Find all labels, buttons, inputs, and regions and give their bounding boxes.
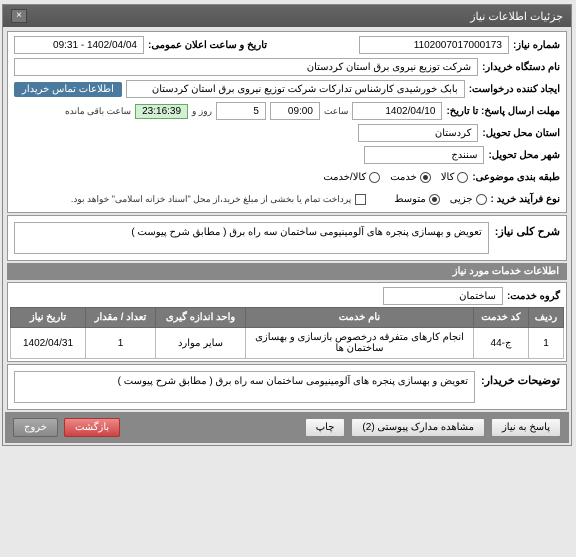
buyer-value: شرکت توزیع نیروی برق استان کردستان <box>14 58 478 76</box>
notes-value: تعویض و بهسازی پنجره های آلومینیومی ساخت… <box>14 371 475 403</box>
notes-label: توضیحات خریدار: <box>481 371 560 403</box>
close-icon[interactable]: × <box>11 9 27 23</box>
deadline-time: 09:00 <box>270 102 320 120</box>
col-code: کد خدمت <box>474 308 529 328</box>
back-button[interactable]: بازگشت <box>64 418 120 437</box>
ref-value: 1102007017000173 <box>359 36 509 54</box>
reply-button[interactable]: پاسخ به نیاز <box>491 418 561 437</box>
cell-code: ج-44 <box>474 328 529 359</box>
class-label: طبقه بندی موضوعی: <box>472 172 560 183</box>
cell-name: انجام کارهای متفرقه درخصوص بازسازی و بهس… <box>246 328 474 359</box>
process-radio-group: جزیی متوسط <box>394 194 486 205</box>
ref-label: شماره نیاز: <box>513 40 560 51</box>
col-date: تاریخ نیاز <box>11 308 86 328</box>
titlebar: جزئیات اطلاعات نیاز × <box>3 5 571 27</box>
table-row: 1 ج-44 انجام کارهای متفرقه درخصوص بازساز… <box>11 328 564 359</box>
print-button[interactable]: چاپ <box>305 418 346 437</box>
group-value: ساختمان <box>383 287 503 305</box>
footer-bar: پاسخ به نیاز مشاهده مدارک پیوستی (2) چاپ… <box>5 412 569 443</box>
time-label: ساعت <box>324 106 349 117</box>
services-section: گروه خدمت: ساختمان ردیف کد خدمت نام خدمت… <box>7 282 567 362</box>
contact-badge[interactable]: اطلاعات تماس خریدار <box>14 82 122 97</box>
notes-section: توضیحات خریدار: تعویض و بهسازی پنجره های… <box>7 364 567 410</box>
radio-jozi[interactable]: جزیی <box>450 194 487 205</box>
remaining-label: ساعت باقی مانده <box>65 106 131 117</box>
class-radio-group: کالا خدمت کالا/خدمت <box>323 172 468 183</box>
radio-khadmat[interactable]: خدمت <box>390 172 431 183</box>
province-value: کردستان <box>358 124 478 142</box>
days-label: روز و <box>192 106 212 117</box>
city-value: سنندج <box>364 146 484 164</box>
requester-value: بابک خورشیدی کارشناس تدارکات شرکت توزیع … <box>126 80 465 98</box>
group-label: گروه خدمت: <box>507 291 560 302</box>
announce-date-value: 1402/04/04 - 09:31 <box>14 36 144 54</box>
radio-kala[interactable]: کالا <box>441 172 469 183</box>
cell-date: 1402/04/31 <box>11 328 86 359</box>
province-label: استان محل تحویل: <box>482 128 560 139</box>
need-title-value: تعویض و بهسازی پنجره های آلومینیومی ساخت… <box>14 222 489 254</box>
deadline-date: 1402/04/10 <box>352 102 442 120</box>
services-header: اطلاعات خدمات مورد نیاز <box>7 263 567 280</box>
remaining-time: 23:16:39 <box>135 104 188 119</box>
exit-button[interactable]: خروج <box>13 418 58 437</box>
radio-motavaset[interactable]: متوسط <box>394 194 439 205</box>
announce-date-label: تاریخ و ساعت اعلان عمومی: <box>148 40 267 51</box>
process-label: نوع فرآیند خرید : <box>491 194 560 205</box>
col-name: نام خدمت <box>246 308 474 328</box>
cell-unit: سایر موارد <box>156 328 246 359</box>
services-table: ردیف کد خدمت نام خدمت واحد اندازه گیری ت… <box>10 307 564 359</box>
buyer-label: نام دستگاه خریدار: <box>482 62 560 73</box>
request-detail-window: جزئیات اطلاعات نیاز × شماره نیاز: 110200… <box>2 4 572 446</box>
payment-checkbox[interactable] <box>355 194 366 205</box>
need-title-label: شرح کلی نیاز: <box>495 222 560 254</box>
col-unit: واحد اندازه گیری <box>156 308 246 328</box>
payment-note: پرداخت تمام یا بخشی از مبلغ خرید،از محل … <box>71 194 351 205</box>
requester-label: ایجاد کننده درخواست: <box>469 84 560 95</box>
window-title: جزئیات اطلاعات نیاز <box>470 10 563 23</box>
radio-both[interactable]: کالا/خدمت <box>323 172 380 183</box>
header-section: شماره نیاز: 1102007017000173 تاریخ و ساع… <box>7 31 567 213</box>
cell-row: 1 <box>529 328 564 359</box>
days-count: 5 <box>216 102 266 120</box>
col-row: ردیف <box>529 308 564 328</box>
content-area: شماره نیاز: 1102007017000173 تاریخ و ساع… <box>3 27 571 445</box>
attachments-button[interactable]: مشاهده مدارک پیوستی (2) <box>351 418 485 437</box>
col-qty: تعداد / مقدار <box>86 308 156 328</box>
cell-qty: 1 <box>86 328 156 359</box>
deadline-label: مهلت ارسال پاسخ: تا تاریخ: <box>446 106 560 117</box>
city-label: شهر محل تحویل: <box>488 150 560 161</box>
need-section: شرح کلی نیاز: تعویض و بهسازی پنجره های آ… <box>7 215 567 261</box>
